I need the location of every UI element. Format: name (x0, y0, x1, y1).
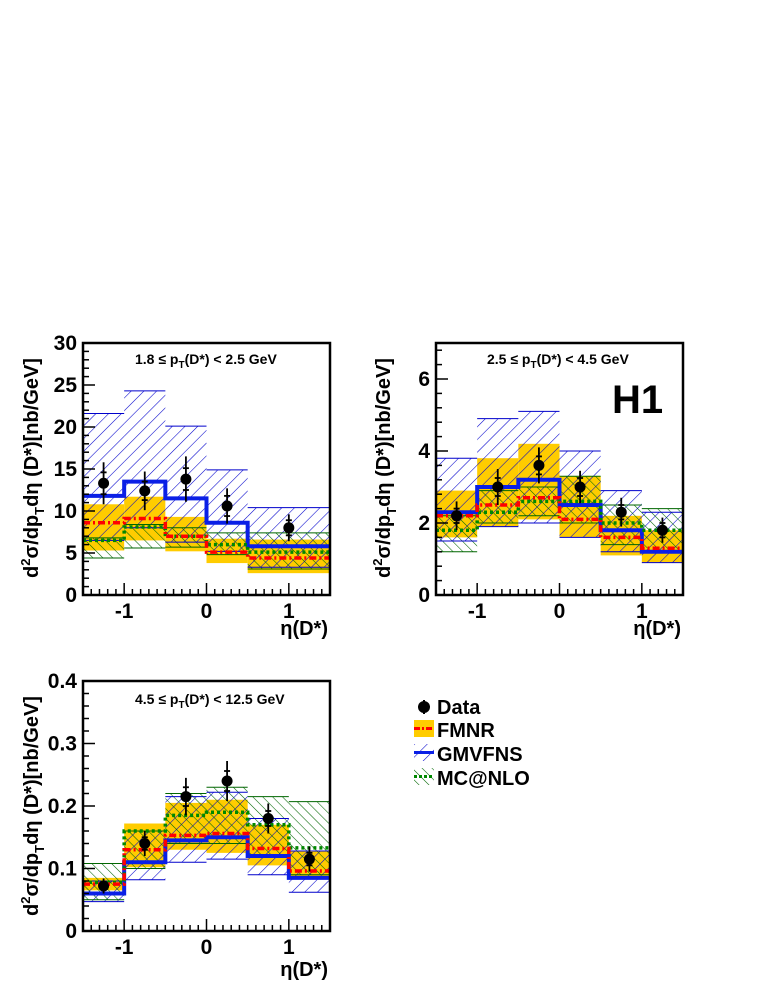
x-tick-label: -1 (468, 600, 487, 623)
experiment-logo: H1 (612, 378, 663, 422)
y-tick-label: 15 (54, 458, 78, 481)
data-point (283, 522, 295, 534)
data-point (656, 524, 668, 536)
pt-range-label: 1.8 ≤ pT(D*) < 2.5 GeV (135, 351, 277, 371)
y-tick-label: 6 (418, 368, 430, 391)
y-tick-label: 20 (54, 416, 77, 439)
y-tick-label: 0 (65, 920, 77, 943)
legend-entry-mcnlo: MC@NLO (414, 768, 530, 790)
data-points (98, 761, 315, 894)
data-point (303, 853, 315, 865)
y-tick-label: 0 (65, 584, 77, 607)
panel-top-right: -1 0 1 0 2 4 6 2.5 ≤ pT(D*) < 4.5 GeV H1 η(D*)… (370, 341, 685, 640)
x-tick-label: 1 (636, 600, 648, 623)
data-point (451, 510, 463, 522)
y-tick-label: 25 (54, 374, 78, 397)
data-point (139, 838, 151, 849)
y-tick-label: 0 (418, 584, 430, 607)
x-tick-label: 0 (554, 600, 566, 623)
data-points (451, 447, 668, 543)
x-tick-label: -1 (115, 936, 134, 959)
legend-label-mcnlo: MC@NLO (437, 768, 530, 790)
axis-ticks (82, 680, 331, 932)
y-tick-label: 0.2 (48, 795, 77, 818)
x-tick-label: 1 (283, 936, 295, 959)
y-axis-label: d2σ/dpTdη (D*)[nb/GeV] (370, 358, 399, 578)
data-point (180, 791, 192, 803)
x-tick-label: 0 (201, 936, 213, 959)
x-tick-label: -1 (115, 600, 134, 623)
data-point (262, 813, 274, 824)
y-axis-label: d2σ/dpTdη (D*)[nb/GeV] (18, 696, 47, 916)
y-tick-label: 0.3 (48, 733, 77, 756)
gmvfns-central-line (436, 477, 683, 554)
x-axis-label: η(D*) (633, 618, 681, 640)
data-point (98, 477, 110, 489)
data-point (574, 481, 586, 493)
data-point (615, 506, 627, 518)
y-tick-label: 5 (65, 542, 77, 565)
prediction-lines (436, 477, 683, 554)
mcnlo-band-bin (124, 524, 166, 548)
data-point (492, 481, 504, 493)
prediction-bands (83, 786, 330, 903)
legend-entry-data: Data (418, 697, 481, 719)
data-point (221, 775, 233, 787)
pt-range-label: 2.5 ≤ pT(D*) < 4.5 GeV (487, 351, 629, 371)
axis-ticks (435, 349, 684, 596)
fmnr-central-line (436, 496, 683, 550)
data-point (98, 880, 110, 892)
axis-ticks (82, 342, 331, 596)
legend-entry-gmvfns: GMVFNS (414, 744, 523, 766)
y-tick-label: 4 (418, 440, 430, 463)
data-point (180, 473, 192, 485)
prediction-lines (83, 810, 330, 896)
tick-labels: -1 0 1 0 2 4 6 (418, 368, 648, 623)
pt-range-label: 4.5 ≤ pT(D*) < 12.5 GeV (135, 691, 285, 711)
data-point (221, 500, 233, 512)
y-axis-label: d2σ/dpTdη (D*)[nb/GeV] (18, 358, 47, 578)
fmnr-central-line (83, 516, 330, 560)
y-tick-label: 2 (418, 512, 430, 535)
y-tick-label: 0.4 (48, 670, 78, 693)
legend-entry-fmnr: FMNR (414, 720, 495, 742)
x-tick-label: 1 (283, 600, 295, 623)
y-tick-label: 10 (54, 500, 77, 523)
data-points (98, 456, 295, 542)
data-point (139, 485, 151, 497)
legend: Data FMNR GMVFNS MC@NLO (414, 697, 530, 790)
x-tick-label: 0 (201, 600, 213, 623)
x-axis-label: η(D*) (280, 959, 328, 981)
legend-label-gmvfns: GMVFNS (437, 744, 523, 766)
panel-bottom-left: -1 0 1 0 0.1 0.2 0.3 0.4 4.5 ≤ pT(D*) < 12.5 Ge… (18, 670, 332, 981)
x-axis-label: η(D*) (280, 618, 328, 640)
data-point (533, 459, 545, 471)
legend-label-data: Data (437, 697, 481, 719)
tick-labels: -1 0 1 0 0.1 0.2 0.3 0.4 (48, 670, 295, 959)
legend-label-fmnr: FMNR (437, 720, 495, 742)
y-tick-label: 0.1 (48, 858, 78, 881)
fmnr-central-line (83, 831, 330, 886)
mcnlo-central-line (83, 810, 330, 884)
y-tick-label: 30 (54, 332, 77, 355)
mcnlo-central-line (83, 525, 330, 554)
